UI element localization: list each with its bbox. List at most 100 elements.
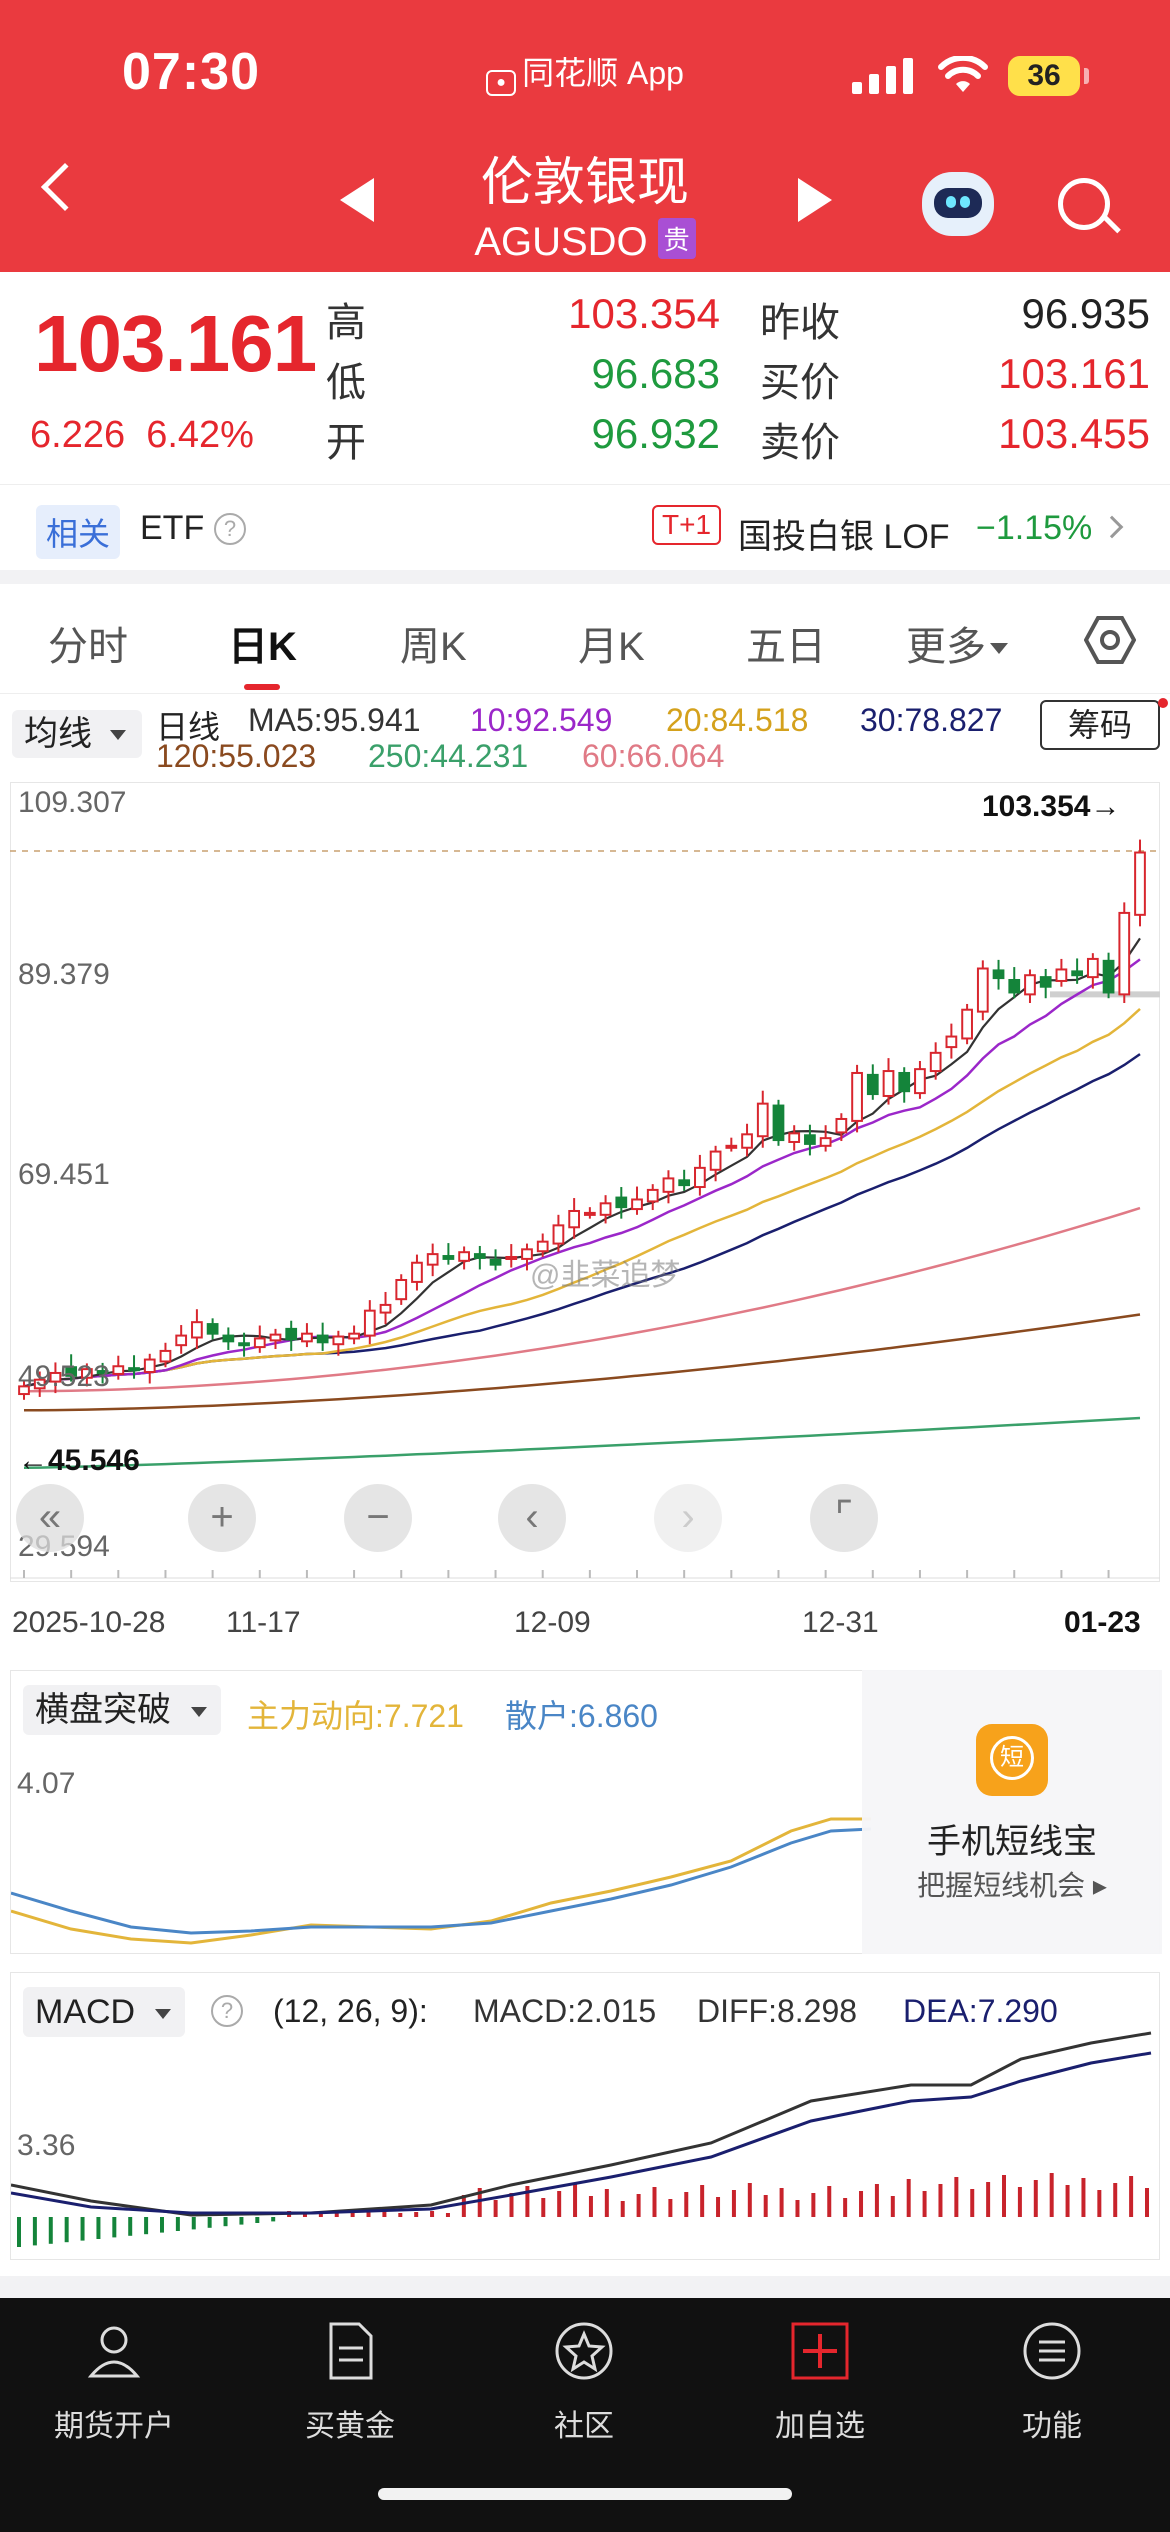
code-text: AGUSDO	[474, 220, 648, 264]
nav-buy-gold[interactable]: 买黄金	[250, 2320, 450, 2445]
macd-select-label: MACD	[35, 1993, 136, 2031]
status-app: ● 同花顺 App	[0, 48, 1170, 96]
tab-daily-k[interactable]: 日K	[228, 625, 297, 669]
zoom-in-icon[interactable]: +	[188, 1484, 256, 1552]
candle-body	[882, 1070, 895, 1097]
ma120-value: 120:55.023	[156, 738, 317, 774]
open-label: 开	[326, 421, 366, 465]
candle-body	[379, 1303, 392, 1314]
related-bar[interactable]: 相关 ETF ? T+1 国投白银 LOF −1.15%	[0, 484, 1170, 570]
tab-five-day[interactable]: 五日	[746, 625, 826, 669]
prev-instrument-icon[interactable]	[340, 178, 374, 222]
section-divider	[0, 2276, 1170, 2298]
candle-body	[112, 1365, 125, 1375]
tab-weekly-k[interactable]: 周K	[400, 625, 467, 669]
candle-body	[851, 1071, 863, 1122]
candle-body	[929, 1051, 942, 1073]
dea-value: DEA:7.290	[903, 1993, 1058, 2029]
nav-futures-account[interactable]: 期货开户	[14, 2320, 214, 2445]
candle-body	[1118, 911, 1131, 996]
y-axis-label: 89.379	[18, 958, 110, 991]
next-instrument-icon[interactable]	[798, 178, 832, 222]
ma60-line	[23, 1206, 1141, 1393]
related-fund-name[interactable]: 国投白银 LOF	[738, 518, 950, 556]
candle-body	[18, 1385, 30, 1396]
ma-select[interactable]: 均线	[12, 710, 142, 758]
candle-body	[65, 1366, 78, 1377]
kline-chart[interactable]	[10, 782, 1160, 1582]
ma10-value: 10:92.549	[470, 702, 613, 738]
candle-body	[615, 1196, 628, 1209]
chevron-right-icon[interactable]	[1100, 515, 1124, 539]
main-force-value: 主力动向:7.721	[247, 1698, 464, 1734]
indicator-1-select[interactable]: 横盘突破	[23, 1685, 221, 1735]
ma5-line	[23, 937, 1141, 1388]
tab-monthly-k[interactable]: 月K	[578, 625, 645, 669]
candle-body	[473, 1253, 486, 1259]
search-icon[interactable]	[1058, 178, 1110, 230]
candle-body	[96, 1370, 109, 1375]
short-term-ad[interactable]: 短 手机短线宝 把握短线机会 ▸	[862, 1670, 1162, 1954]
scroll-right-icon[interactable]: ›	[654, 1484, 722, 1552]
macd-y-label: 3.36	[17, 2129, 76, 2162]
x-axis-date: 12-31	[802, 1606, 879, 1639]
ad-subtitle: 把握短线机会 ▸	[917, 1870, 1107, 1901]
prev-close-label: 昨收	[760, 301, 840, 345]
instrument-code: AGUSDO 贵	[0, 218, 1170, 265]
home-indicator	[378, 2488, 792, 2500]
help-icon[interactable]: ?	[214, 513, 246, 545]
candle-body	[128, 1367, 140, 1372]
high-value: 103.354	[568, 290, 720, 337]
macd-select[interactable]: MACD	[23, 1987, 186, 2037]
candle-body	[536, 1240, 549, 1253]
low-value: 96.683	[591, 350, 720, 397]
open-value: 96.932	[591, 410, 720, 457]
nav-label: 功能	[1022, 2410, 1082, 2443]
ma250-value: 250:44.231	[368, 738, 529, 774]
candle-body	[143, 1358, 156, 1374]
low-marker: ←45.546	[18, 1444, 140, 1477]
assistant-robot-icon[interactable]	[922, 172, 994, 236]
community-icon	[555, 2322, 613, 2380]
indicator-panel-1[interactable]: 横盘突破 主力动向:7.721 散户:6.860 4.07	[10, 1670, 1160, 1954]
candle-body	[426, 1253, 439, 1266]
candle-body	[285, 1327, 298, 1341]
status-app-name: 同花顺 App	[522, 55, 684, 91]
app-icon: ●	[486, 70, 517, 96]
low-label: 低	[326, 361, 366, 405]
section-divider	[0, 570, 1170, 584]
nav-add-watchlist[interactable]: 加自选	[720, 2320, 920, 2445]
chip-distribution-button[interactable]: 筹码	[1040, 700, 1160, 750]
nav-functions[interactable]: 功能	[952, 2320, 1152, 2445]
caret-down-icon	[990, 643, 1008, 654]
indicator-1-chart	[11, 1817, 872, 1945]
caret-down-icon	[155, 2009, 172, 2019]
notification-dot	[1158, 698, 1168, 708]
macd-chart	[11, 2031, 1152, 2247]
ma250-line	[23, 1416, 1141, 1470]
scroll-start-icon[interactable]: «	[16, 1484, 84, 1552]
retail-line	[11, 1827, 872, 1935]
fullscreen-icon[interactable]: ⌜	[810, 1484, 878, 1552]
tab-more[interactable]: 更多	[906, 614, 1008, 672]
x-axis-date: 01-23	[1064, 1606, 1141, 1639]
macd-panel[interactable]: MACD ? (12, 26, 9): MACD:2.015 DIFF:8.29…	[10, 1972, 1160, 2260]
x-axis-date: 12-09	[514, 1606, 591, 1639]
ma20-line	[23, 1007, 1141, 1388]
diff-line	[11, 2031, 1152, 2217]
candle-body	[976, 967, 989, 1013]
tab-intraday[interactable]: 分时	[48, 625, 128, 669]
nav-community[interactable]: 社区	[484, 2320, 684, 2445]
battery-tip	[1084, 68, 1089, 84]
candle-body	[583, 1211, 596, 1216]
settings-hexagon-icon[interactable]	[1084, 614, 1136, 666]
help-icon[interactable]: ?	[211, 1995, 243, 2027]
zoom-out-icon[interactable]: −	[344, 1484, 412, 1552]
scroll-left-icon[interactable]: ‹	[498, 1484, 566, 1552]
quote-panel: 103.161 6.226 6.42% 高 103.354 低 96.683 开…	[0, 272, 1170, 484]
short-term-icon: 短	[976, 1724, 1048, 1796]
candle-body	[489, 1258, 502, 1266]
y-axis-label: 69.451	[18, 1158, 110, 1191]
page-title: 伦敦银现	[480, 154, 689, 212]
main-force-line	[11, 1817, 871, 1945]
